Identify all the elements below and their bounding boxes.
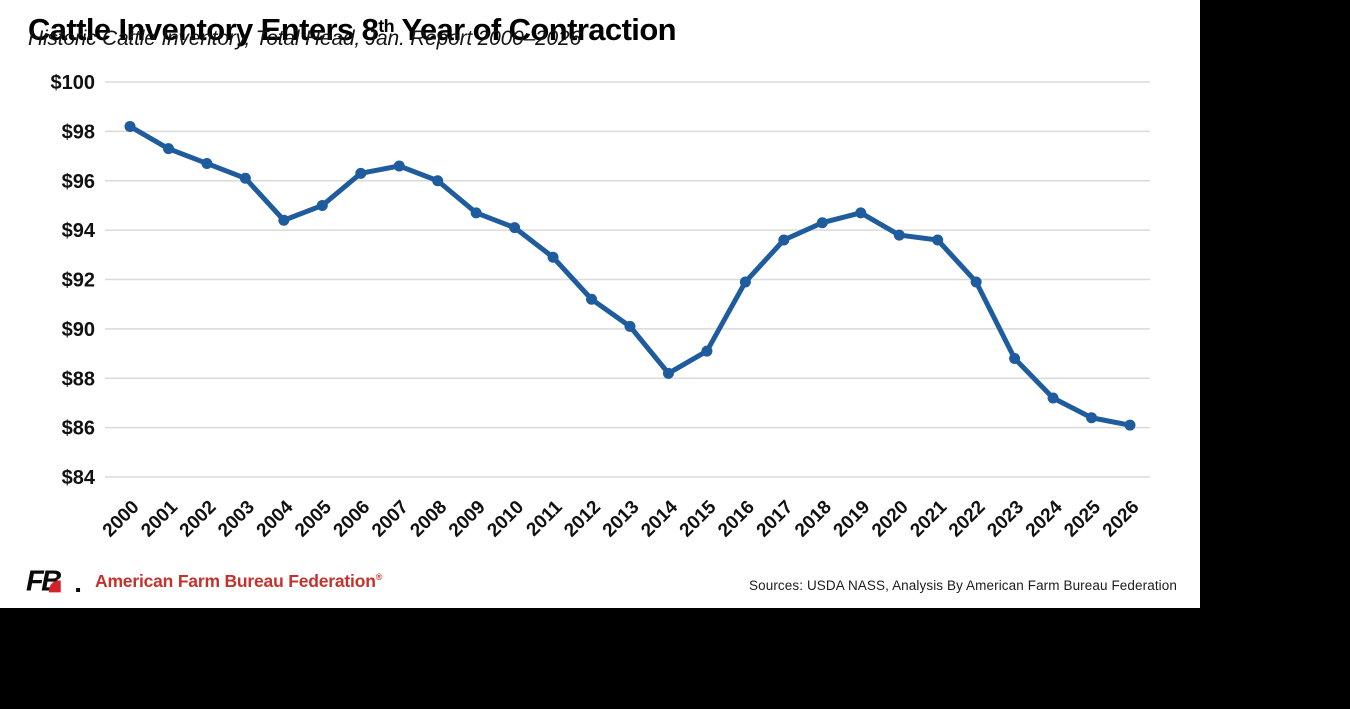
inventory-line [127,123,1133,428]
x-axis-label: 2008 [406,497,451,542]
x-axis-label: 2004 [253,496,298,541]
y-axis-label: $100 [51,72,96,94]
chart-title: Cattle Inventory Enters 8th Year of Cont… [28,11,677,47]
x-axis-label: 2006 [330,497,375,542]
data-point-2005 [316,199,328,211]
chart-sheet: Cattle Inventory Enters 8th Year of Cont… [0,0,1200,608]
registered-mark: ® [375,571,383,582]
y-axis-label: $94 [62,220,96,242]
afbf-fb-logo: FB [26,566,81,596]
data-point-2025 [1086,412,1098,424]
x-axis-label: 2024 [1022,496,1067,541]
data-point-2010 [509,222,521,234]
logo-dot [76,588,81,592]
data-point-2013 [624,320,636,332]
data-point-2023 [1009,353,1021,364]
chart-title-text-end: Year of Contraction [394,11,676,47]
chart-title-superscript: th [378,16,394,37]
x-axis-label: 2023 [983,497,1028,542]
x-axis-label: 2009 [445,497,490,542]
data-point-2017 [778,234,790,246]
x-axis-label: 2017 [753,497,798,542]
x-axis-label: 2026 [1099,497,1144,542]
data-point-2002 [201,157,213,169]
x-axis-label: 2001 [137,496,182,541]
x-axis-label: 2002 [176,497,221,542]
x-axis-label: 2003 [214,497,259,542]
x-axis-label: 2000 [99,497,144,542]
x-axis-label: 2014 [637,496,682,541]
y-axis-label: $96 [62,171,95,193]
y-axis-label: $84 [62,467,96,489]
x-axis-label: 2022 [945,497,990,542]
chart-subtitle: Historic Cattle Inventory, Total Head, J… [28,27,581,50]
x-axis-label: 2020 [868,497,913,542]
y-axis-label: $92 [62,270,95,292]
data-point-2022 [970,276,982,288]
footer-branding: FB American Farm Bureau Federation® [26,566,382,596]
data-point-2020 [893,229,905,241]
y-axis-label: $90 [62,319,95,341]
x-axis-label: 2018 [791,497,836,542]
data-point-2024 [1047,392,1059,404]
chart-title-text: Cattle Inventory Enters 8 [28,11,379,47]
brand-name-text: American Farm Bureau Federation [95,570,376,591]
x-axis-label: 2011 [523,496,567,540]
data-point-2014 [662,367,674,379]
data-point-2003 [239,172,251,184]
data-point-2001 [162,143,174,155]
data-point-2000 [124,120,136,132]
logo-red-accent [48,580,61,593]
y-axis-label: $98 [62,121,95,143]
sources-note: Sources: USDA NASS, Analysis By American… [749,578,1177,593]
x-axis-label: 2019 [830,497,875,542]
cattle-inventory-line-chart: $84 $86 $88 $90 $92 $94 $96 $98 $100 200020012002… [51,72,1150,542]
data-point-2011 [547,251,559,263]
data-point-2021 [932,234,944,246]
x-axis-label: 2012 [560,497,605,542]
x-axis-label: 2015 [676,496,721,541]
data-point-2004 [278,214,290,226]
data-point-2015 [701,345,713,357]
x-axis-label: 2010 [483,497,528,542]
data-point-2012 [586,293,598,305]
data-point-2009 [470,207,482,219]
x-axis-label: 2016 [714,497,759,542]
x-axis-label: 2025 [1060,496,1105,541]
data-point-2026 [1124,419,1136,431]
x-axis-label: 2005 [291,496,336,541]
data-point-2016 [739,276,751,288]
brand-name: American Farm Bureau Federation® [95,571,382,592]
data-point-2018 [816,217,828,229]
y-axis-label: $88 [62,368,95,390]
y-axis-label: $86 [62,418,95,440]
data-point-2008 [432,175,444,187]
data-point-2006 [355,167,367,179]
x-axis-label: 2007 [368,497,413,542]
data-point-2007 [393,160,405,172]
data-point-2019 [855,207,867,219]
x-axis-label: 2021 [906,496,951,541]
x-axis-label: 2013 [599,497,644,542]
